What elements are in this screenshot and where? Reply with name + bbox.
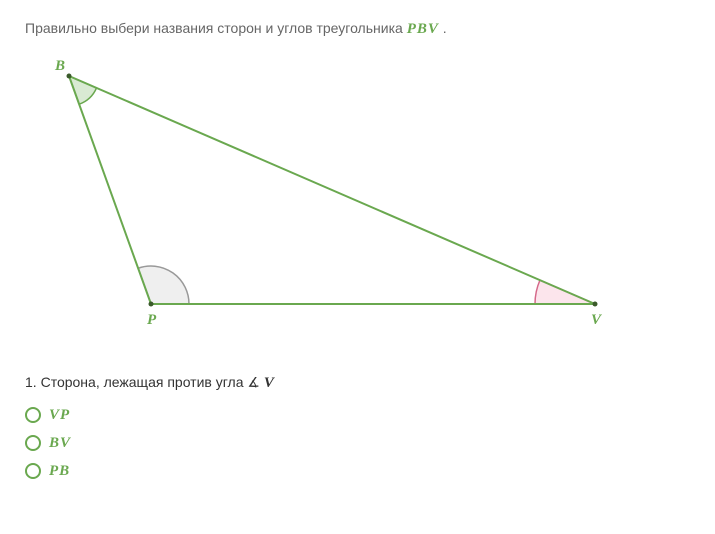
vertex-label-b: B xyxy=(54,58,65,74)
option-label: PB xyxy=(49,463,70,480)
vertex-dot-b xyxy=(67,74,72,79)
instruction-suffix: . xyxy=(439,20,447,36)
vertex-dot-p xyxy=(149,302,154,307)
question-text: 1. Сторона, лежащая против угла ∡ V xyxy=(25,374,690,392)
option-label: BV xyxy=(49,435,71,452)
radio-icon[interactable] xyxy=(25,463,41,479)
question-prefix: Сторона, лежащая против угла xyxy=(41,374,248,390)
option-label: VP xyxy=(49,407,70,424)
triangle-svg: B P V xyxy=(25,56,645,336)
option-row[interactable]: PB xyxy=(25,460,690,482)
radio-icon[interactable] xyxy=(25,435,41,451)
triangle-name: PBV xyxy=(407,21,439,37)
question-number: 1. xyxy=(25,374,41,390)
triangle-diagram: B P V xyxy=(25,56,690,339)
vertex-label-p: P xyxy=(147,312,157,328)
instruction-text: Правильно выбери названия сторон и углов… xyxy=(25,20,690,38)
vertex-dot-v xyxy=(593,302,598,307)
option-row[interactable]: VP xyxy=(25,404,690,426)
angle-arc-p xyxy=(138,266,189,304)
vertex-label-v: V xyxy=(591,312,603,328)
side-bp xyxy=(69,76,151,304)
instruction-prefix: Правильно выбери названия сторон и углов… xyxy=(25,20,407,36)
radio-icon[interactable] xyxy=(25,407,41,423)
option-row[interactable]: BV xyxy=(25,432,690,454)
question-block: 1. Сторона, лежащая против угла ∡ V VP B… xyxy=(25,374,690,482)
angle-symbol: ∡ xyxy=(247,374,260,390)
angle-vertex-label: V xyxy=(264,375,274,391)
